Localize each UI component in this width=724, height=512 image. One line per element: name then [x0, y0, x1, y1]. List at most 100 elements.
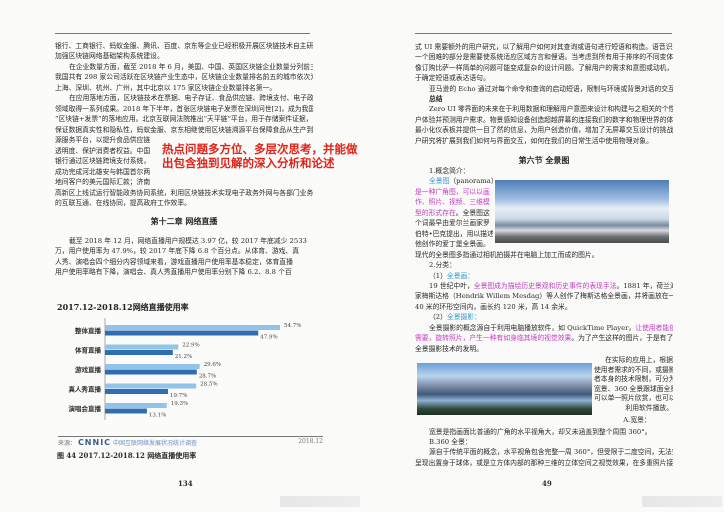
source-label: 来源：	[58, 440, 77, 447]
bar-chart: 整体直播 54.7% 47.9% 体育直播 22.9% 21.2% 游戏直播 29.6% 28.…	[69, 318, 301, 420]
text-segment: “区块链+发票”的落地应用。北京互联网法院推出“天平链”平台，用于存储案件证据，	[55, 115, 313, 124]
chapter-paragraph: 截至 2018 年 12 月，网络直播用户规模达 3.97 亿，较 2017 年…	[55, 236, 313, 277]
text-segment: 一个困难的部分是需要使系统适应区域方言和俚语。当考虑到所有用于排序的不同变体时，	[415, 53, 673, 62]
text-segment: 个词最早由爱尔兰画家罗	[415, 219, 490, 228]
section-title: 第六节 全景图	[518, 155, 570, 165]
left-book-page: 银行、工商银行、蚂蚁金服、腾讯、百度、京东等企业已经积极开展区块链技术自主研发，…	[55, 33, 360, 507]
text-segment: 需要，旋转照片，产生一种有如身临其境的视觉效果	[415, 334, 572, 343]
text-line: 成功完成河北雄安与韩国首尔两	[55, 167, 157, 177]
right-book-page: 式 UI 需要额外的用户研究，以了解用户如何对其查询或语句进行短语和构造。语音识…	[362, 0, 724, 512]
text-segment: 伯特•巴克提出，用以描述	[415, 229, 493, 238]
text-segment: 作、照片、视频、三维模	[415, 198, 490, 207]
panorama-lake-photo	[417, 363, 592, 415]
text-segment: 40 米的环形空间内，画长约 120 米，高 14 余米。	[415, 302, 572, 311]
text-line: 者本身的技术限制，可分为	[594, 375, 673, 385]
text-line: 需要，旋转照片，产生一种有如身临其境的视觉效果。为了产生这样的图片，于是有了各种	[415, 333, 673, 343]
bar-2018	[105, 408, 147, 414]
source-org: 中国互联网络发展状况统计调查	[112, 440, 197, 447]
page-number: 49	[542, 479, 552, 488]
bar-2018	[105, 369, 197, 375]
text-segment: 的互联互通、在线协同，提高政府工作效率。	[55, 199, 191, 208]
text-line: 2.分类：	[415, 260, 673, 270]
value-label: 19.3%	[171, 401, 188, 407]
text-line: 一个困难的部分是需要使系统适应区域方言和俚语。当考虑到所有用于排序的不同变体时，	[415, 52, 673, 62]
figure-caption: 图 44 2017.12-2018.12 网络直播使用率	[57, 451, 197, 460]
text-segment: 。1881 年，荷兰海景画	[616, 281, 673, 290]
text-segment: 全景摄影：	[446, 313, 481, 322]
text-line: “区块链+发票”的落地应用。北京互联网法院推出“天平链”平台，用于存储案件证据，	[55, 114, 313, 124]
text-line: 的互联互通、在线协同，提高政府工作效率。	[55, 198, 313, 208]
text-segment: 源服务平台，以提升食品供应链	[55, 136, 151, 145]
text-line: （2）全景摄影：	[415, 312, 673, 322]
text-segment: 是一种广角图，可以以画	[415, 187, 490, 196]
text-line: 宽景是指画面比普通的广角的水平视角大，却又未涵盖到整个周围 360°。	[415, 427, 673, 437]
text-line: 现代的全景图多指通过相机拍摄并在电脑上加工而成的图片。	[415, 250, 673, 260]
bar-2018	[105, 389, 169, 394]
value-label: 47.9%	[260, 335, 277, 341]
text-line: 透明度、保护消费者权益。中国	[55, 146, 157, 156]
text-segment: 家梅斯达格（Hendrik Willem Mesdag）等人创作了梅斯达格全景画…	[415, 292, 673, 301]
text-line: 在实际的应用上，根据	[594, 356, 673, 366]
source-date: 2018.12	[298, 438, 323, 445]
text-segment: 宽景是指画面比普通的广角的水平视角大，却又未涵盖到整个周围 360°。	[429, 428, 652, 436]
text-segment: 上海、深圳、杭州、广州，其中北京以 175 家区块链企业数量排名第一。	[55, 83, 277, 92]
text-line: 可以单一照片欣赏，也可以	[594, 394, 673, 404]
page-number: 134	[178, 479, 193, 488]
text-segment: 截至 2018 年 12 月，网络直播用户规模达 3.97 亿，较 2017 年…	[69, 237, 307, 245]
text-segment: 成功完成河北雄安与韩国首尔两	[55, 167, 151, 176]
text-line: B.360 全景：	[415, 437, 673, 447]
text-segment: 者本身的技术限制，可分为	[594, 375, 673, 384]
text-segment: 银行、工商银行、蚂蚁金服、腾讯、百度、京东等企业已经积极开展区块链技术自主研发，	[55, 42, 313, 50]
text-segment: 利用软件播放。	[625, 403, 673, 412]
bar-2017	[105, 325, 280, 330]
tail-text: 宽景是指画面比普通的广角的水平视角大，却又未涵盖到整个周围 360°。 B.360…	[415, 427, 673, 468]
category-label: 体育直播	[75, 346, 102, 355]
text-line: 在企业数量方面，截至 2018 年 6 月，美国、中国、英国区块链企业数量分列前…	[55, 62, 313, 72]
text-segment: 在应用落地方面，区块链技术在票据、电子存证、食品供应链、跨境支付、电子政务等	[69, 94, 313, 103]
text-segment: 全景画：	[446, 271, 475, 280]
watermark	[642, 496, 722, 507]
text-line: 高新区上线试运行智能政务协同系统，利用区块链技术实现电子政务外网与各部门业务专网	[55, 188, 313, 198]
text-line: 最小化仪表板并提供一目了然的信息，为用户创造价值，增加了无屏幕交互设计的挑战，用	[415, 125, 673, 135]
text-segment: 他创作的爱丁堡全景画。	[415, 240, 490, 249]
value-label: 29.6%	[204, 362, 221, 368]
text-line: 源服务平台，以提升食品供应链	[55, 135, 157, 145]
cnnic-logo: CNNIC	[77, 438, 112, 447]
text-segment: 。为了产生这样的图片，于是有了各种	[571, 334, 673, 343]
bar-2018	[105, 350, 173, 355]
category-label: 真人秀直播	[69, 385, 102, 394]
value-label: 21.2%	[175, 354, 192, 360]
subheading-a: A.宽景：	[623, 416, 651, 424]
body-text: 银行、工商银行、蚂蚁金服、腾讯、百度、京东等企业已经积极开展区块链技术自主研发，…	[55, 41, 313, 209]
text-segment: 加强区块链网络基础架构系统建设。	[55, 52, 164, 61]
bar-2017	[105, 364, 200, 369]
text-segment: B.360 全景：	[429, 438, 472, 447]
text-line: 伯特•巴克提出，用以描述	[415, 229, 493, 239]
text-line: 家梅斯达格（Hendrik Willem Mesdag）等人创作了梅斯达格全景画…	[415, 291, 673, 301]
text-line: 人秀、演唱会四个细分内容领域来看，游戏直播用户使用率基本稳定，体育直播	[55, 257, 313, 267]
text-line: （1）全景画：	[415, 271, 673, 281]
text-line: 全景摄影的概念源自于利用电脑播放软件，如 QuickTime Player，让使…	[415, 323, 673, 333]
text-segment: 我国共有 298 家公司活跃在区块链产业生态中，区块链企业数量排名前五的城市依次…	[55, 73, 313, 82]
text-segment: 保证数据真实性和隐私性，蚂蚁金服、京东相继使用区块链溯源平台保障食品从生产到超市…	[55, 125, 313, 134]
text-line: 全景图（panorama）	[415, 176, 507, 186]
text-line: 地间客户的美元国际汇款；济南	[55, 177, 157, 187]
text-segment: 型的形式存在	[415, 208, 456, 217]
bar-2017	[105, 383, 197, 389]
text-segment: （2）	[429, 313, 447, 322]
text-line: 总结	[415, 94, 673, 104]
value-label: 28.7%	[199, 374, 216, 380]
chart-source: 来源： CNNIC 中国互联网络发展状况统计调查 2018.12	[58, 436, 323, 447]
text-segment: 式 UI 需要额外的用户研究，以了解用户如何对其查询或语句进行短语和构造。语音识…	[415, 43, 673, 51]
chapter-title: 第十二章 网络直播	[150, 216, 218, 226]
text-line: 宽景、360 全景跟球面全景，	[594, 385, 673, 395]
text-segment: 呈现出置身于球体，或是立方体内部的那种三维的立体空间之视觉效果，在多重照片接合时…	[415, 458, 673, 467]
text-segment: 总结	[429, 95, 443, 104]
text-segment: 领域取得一系列成果。2018 年下半年，首张区块链电子发票在深圳问世[2]，成为…	[55, 104, 313, 113]
value-label: 54.7%	[284, 323, 301, 329]
text-line: 型的形式存在。全景图这	[415, 208, 493, 218]
text-segment: 人秀、演唱会四个细分内容领域来看，游戏直播用户使用率基本稳定，体育直播	[55, 257, 293, 266]
value-label: 19.7%	[170, 393, 187, 399]
text-line: 40 米的环形空间内，画长约 120 米，高 14 余米。	[415, 302, 673, 312]
highlight-line: 热点问题多方位、多层次思考，并能做	[162, 142, 358, 156]
